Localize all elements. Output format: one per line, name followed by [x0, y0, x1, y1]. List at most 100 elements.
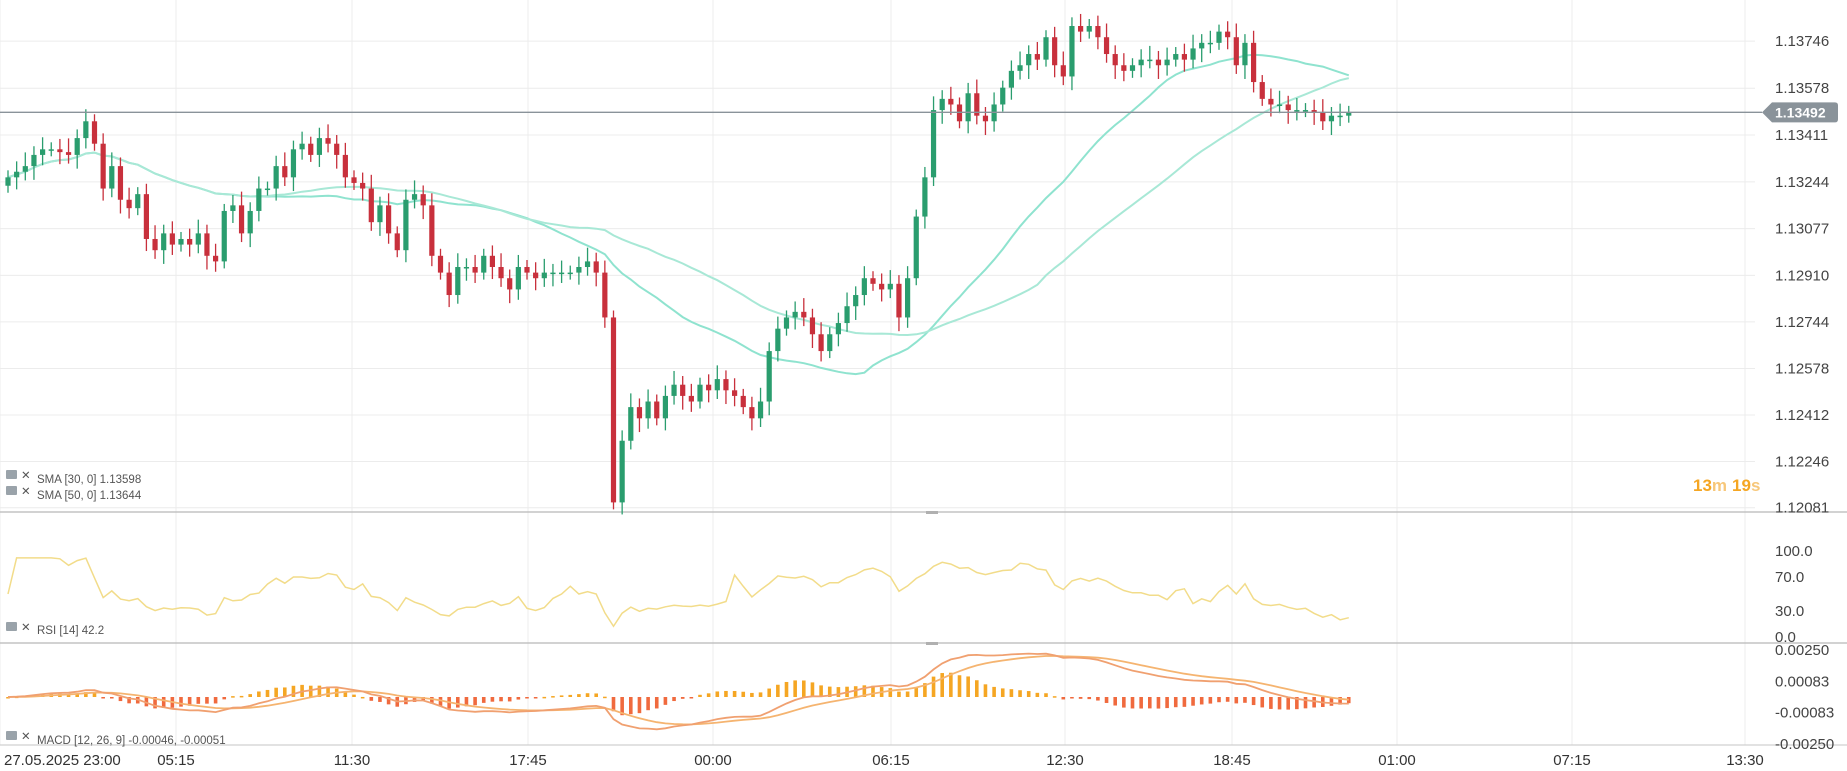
candle-body	[576, 267, 582, 273]
macd-histogram-bar	[533, 697, 538, 699]
macd-histogram-bar	[1173, 697, 1178, 708]
macd-histogram-bar	[1130, 697, 1135, 709]
candle-body	[567, 272, 573, 275]
close-icon[interactable]: ✕	[21, 470, 31, 482]
candle-body	[507, 278, 513, 290]
candle-body	[117, 166, 124, 200]
macd-histogram-bar	[75, 693, 79, 697]
candle-body	[619, 440, 625, 503]
macd-histogram-bar	[283, 687, 287, 697]
candle-body	[334, 143, 340, 155]
candle-body	[273, 166, 279, 189]
macd-histogram-bar	[776, 684, 780, 697]
candle-body	[680, 384, 686, 396]
legend-visibility-icon[interactable]	[6, 622, 17, 631]
candle-body	[809, 317, 816, 335]
candle-body	[481, 255, 487, 273]
legend-sma50-label: SMA [50, 0] 1.13644	[37, 490, 142, 502]
candle-body	[1268, 98, 1274, 105]
legend-visibility-icon[interactable]	[6, 731, 17, 740]
macd-histogram-bar	[827, 686, 832, 697]
candle-body	[714, 379, 720, 391]
axes: 1.13746 1.13578 1.13411 1.13244 1.13077 1.129…	[4, 33, 1834, 769]
candle-body	[126, 199, 132, 209]
close-icon[interactable]: ✕	[21, 486, 31, 498]
candle-body	[463, 267, 470, 269]
candle-body	[109, 166, 115, 189]
macd-histogram-bar	[1303, 697, 1308, 709]
time-axis-label: 06:15	[872, 752, 910, 769]
macd-histogram-bar	[646, 697, 650, 711]
candle-body	[386, 205, 392, 234]
price-tick-label: 1.12081	[1775, 500, 1829, 517]
close-icon[interactable]: ✕	[21, 622, 31, 634]
candle-body	[48, 149, 54, 151]
legend-sma30[interactable]: ✕ SMA [30, 0] 1.13598	[6, 470, 141, 486]
candle-body	[187, 238, 193, 245]
candle-body	[1302, 110, 1309, 112]
candle-body	[437, 255, 444, 273]
macd-histogram-bar	[620, 697, 624, 716]
candle-body	[550, 272, 556, 275]
macd-histogram-bar	[430, 697, 434, 704]
macd-histogram-bar	[1225, 697, 1230, 702]
macd-histogram-bar	[274, 687, 278, 697]
candle-body	[593, 261, 599, 273]
candle-body	[515, 267, 521, 290]
candle-body	[887, 283, 893, 290]
current-price-tag: 1.13492	[1762, 102, 1838, 123]
candle-body	[1251, 42, 1257, 83]
macd-histogram-bar	[369, 697, 374, 701]
macd-histogram-bar	[507, 697, 512, 702]
legend-visibility-icon[interactable]	[6, 486, 17, 495]
candle-body	[429, 205, 435, 256]
candle-body	[827, 334, 833, 352]
close-icon[interactable]: ✕	[21, 731, 31, 743]
legend-rsi[interactable]: ✕ RSI [14] 42.2	[6, 622, 104, 637]
macd-histogram-bar	[516, 697, 521, 700]
macd-histogram-bar	[360, 696, 365, 699]
legend-macd[interactable]: ✕ MACD [12, 26, 9] -0.00046, -0.00051	[6, 731, 226, 747]
candle-body	[1337, 115, 1343, 118]
macd-histogram-bar	[84, 692, 88, 697]
candle-body	[316, 138, 322, 155]
candle-body	[636, 407, 643, 419]
candle-body	[161, 233, 167, 251]
candle-body	[143, 194, 149, 239]
macd-histogram-bar	[291, 685, 296, 697]
rsi-tick-label: 70.0	[1775, 569, 1804, 586]
macd-histogram-bar	[205, 697, 209, 704]
candle-body	[1233, 37, 1239, 66]
macd-histogram-bar	[914, 687, 919, 697]
macd-histogram-bar	[888, 688, 893, 697]
macd-histogram-bar	[1338, 697, 1342, 705]
macd-histogram-bar	[179, 697, 183, 707]
legend-visibility-icon[interactable]	[6, 470, 17, 479]
legend-macd-label: MACD [12, 26, 9] -0.00046, -0.00051	[37, 735, 226, 747]
macd-histogram-bar	[1018, 690, 1022, 697]
macd-histogram-bar	[654, 697, 659, 709]
macd-histogram-bar	[672, 697, 676, 702]
candle-body	[83, 121, 89, 139]
legend-sma50[interactable]: ✕ SMA [50, 0] 1.13644	[6, 486, 142, 502]
candle-body	[766, 351, 772, 402]
macd-histogram-bar	[1312, 697, 1316, 708]
candle-body	[325, 138, 331, 144]
sma50-line	[7, 77, 1350, 337]
time-axis-label: 11:30	[334, 752, 370, 769]
macd-histogram-bar	[732, 690, 737, 697]
macd-histogram-bar	[464, 697, 469, 707]
rsi-tick-label: 30.0	[1775, 603, 1804, 620]
candle-body	[377, 205, 383, 223]
candle-body	[446, 272, 452, 296]
candle-body	[801, 311, 807, 318]
macd-histogram-bar	[187, 697, 192, 706]
macd-histogram-bar	[983, 684, 988, 697]
price-tick-label: 1.12412	[1775, 407, 1829, 424]
candle-body	[40, 149, 46, 155]
macd-histogram-bar	[127, 697, 131, 704]
candle-body	[420, 194, 426, 206]
macd-histogram-bar	[161, 697, 166, 708]
candle-body	[844, 306, 850, 324]
